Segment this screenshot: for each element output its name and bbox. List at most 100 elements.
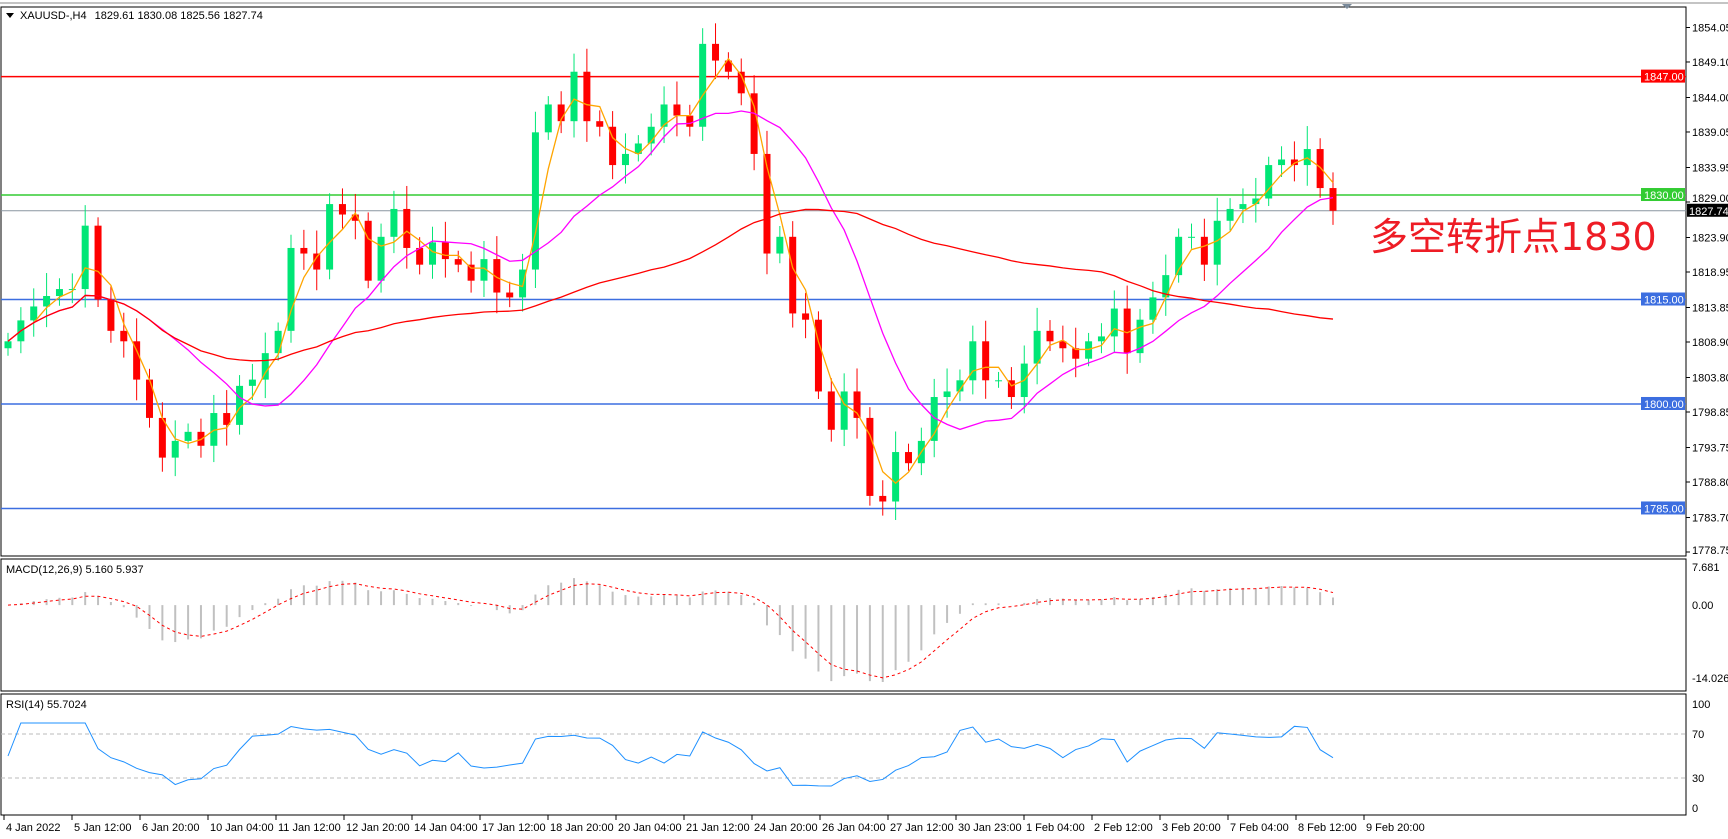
bull-candle[interactable] bbox=[943, 391, 951, 398]
bear-candle[interactable] bbox=[441, 242, 449, 260]
bull-candle[interactable] bbox=[1303, 149, 1311, 166]
bear-candle[interactable] bbox=[313, 253, 321, 270]
bull-candle[interactable] bbox=[1162, 275, 1170, 298]
bear-candle[interactable] bbox=[982, 341, 990, 381]
bear-candle[interactable] bbox=[1046, 330, 1054, 342]
bear-candle[interactable] bbox=[879, 495, 887, 502]
bear-candle[interactable] bbox=[351, 214, 359, 221]
bear-candle[interactable] bbox=[827, 391, 835, 430]
bear-candle[interactable] bbox=[158, 417, 166, 458]
bear-candle[interactable] bbox=[686, 115, 694, 127]
bull-candle[interactable] bbox=[1239, 204, 1247, 209]
bull-candle[interactable] bbox=[1226, 208, 1234, 221]
bull-candle[interactable] bbox=[1265, 165, 1273, 199]
bear-candle[interactable] bbox=[403, 208, 411, 248]
bull-candle[interactable] bbox=[480, 259, 488, 281]
bull-candle[interactable] bbox=[171, 440, 179, 458]
bull-candle[interactable] bbox=[840, 391, 848, 430]
bull-candle[interactable] bbox=[248, 379, 256, 386]
bear-candle[interactable] bbox=[223, 413, 231, 425]
bull-candle[interactable] bbox=[274, 330, 282, 354]
bull-candle[interactable] bbox=[930, 397, 938, 441]
bear-candle[interactable] bbox=[1316, 149, 1324, 189]
bear-candle[interactable] bbox=[133, 341, 141, 380]
bear-candle[interactable] bbox=[1200, 236, 1208, 265]
bull-candle[interactable] bbox=[634, 143, 642, 154]
bear-candle[interactable] bbox=[416, 247, 424, 265]
bull-candle[interactable] bbox=[30, 306, 38, 321]
price-panel[interactable] bbox=[0, 6, 1687, 557]
bear-candle[interactable] bbox=[454, 259, 462, 265]
bear-candle[interactable] bbox=[789, 236, 797, 314]
bear-candle[interactable] bbox=[724, 60, 732, 72]
bear-candle[interactable] bbox=[673, 104, 681, 116]
bull-candle[interactable] bbox=[1097, 336, 1105, 342]
bull-candle[interactable] bbox=[1187, 236, 1195, 238]
bear-candle[interactable] bbox=[853, 391, 861, 418]
bull-candle[interactable] bbox=[776, 236, 784, 254]
chart-shift-marker-icon[interactable] bbox=[1342, 4, 1352, 9]
bear-candle[interactable] bbox=[814, 319, 822, 392]
bull-candle[interactable] bbox=[969, 341, 977, 381]
bull-candle[interactable] bbox=[1110, 308, 1118, 337]
bull-candle[interactable] bbox=[261, 353, 269, 380]
bear-candle[interactable] bbox=[364, 220, 372, 281]
bull-candle[interactable] bbox=[326, 204, 334, 270]
bear-candle[interactable] bbox=[802, 313, 810, 320]
bear-candle[interactable] bbox=[107, 299, 115, 331]
bear-candle[interactable] bbox=[609, 126, 617, 166]
bear-candle[interactable] bbox=[1123, 308, 1131, 354]
bull-candle[interactable] bbox=[647, 126, 655, 144]
bear-candle[interactable] bbox=[120, 330, 128, 342]
annotation-text[interactable]: 多空转折点1830 bbox=[1370, 215, 1657, 259]
bear-candle[interactable] bbox=[1072, 348, 1080, 359]
bull-candle[interactable] bbox=[531, 132, 539, 270]
bull-candle[interactable] bbox=[1149, 297, 1157, 320]
bear-candle[interactable] bbox=[712, 43, 720, 61]
bull-candle[interactable] bbox=[81, 225, 89, 290]
bull-candle[interactable] bbox=[1136, 319, 1144, 354]
bull-candle[interactable] bbox=[377, 236, 385, 281]
bull-candle[interactable] bbox=[236, 385, 244, 425]
bull-candle[interactable] bbox=[1175, 236, 1183, 276]
bull-candle[interactable] bbox=[210, 413, 218, 446]
bull-candle[interactable] bbox=[621, 153, 629, 166]
bear-candle[interactable] bbox=[506, 292, 514, 298]
bull-candle[interactable] bbox=[1213, 220, 1221, 265]
bull-candle[interactable] bbox=[1252, 198, 1260, 205]
bull-candle[interactable] bbox=[660, 104, 668, 127]
bear-candle[interactable] bbox=[467, 264, 475, 281]
bear-candle[interactable] bbox=[596, 121, 604, 127]
bull-candle[interactable] bbox=[995, 380, 1003, 382]
bull-candle[interactable] bbox=[1278, 159, 1286, 166]
bear-candle[interactable] bbox=[866, 417, 874, 496]
bear-candle[interactable] bbox=[557, 104, 565, 122]
bull-candle[interactable] bbox=[570, 71, 578, 122]
bull-candle[interactable] bbox=[287, 247, 295, 331]
bull-candle[interactable] bbox=[519, 269, 527, 298]
bear-candle[interactable] bbox=[1329, 188, 1337, 211]
bull-candle[interactable] bbox=[43, 296, 51, 307]
bear-candle[interactable] bbox=[94, 225, 102, 300]
bear-candle[interactable] bbox=[1290, 159, 1298, 166]
bull-candle[interactable] bbox=[892, 452, 900, 502]
bull-candle[interactable] bbox=[68, 289, 76, 291]
bull-candle[interactable] bbox=[55, 289, 63, 297]
bull-candle[interactable] bbox=[184, 431, 192, 441]
macd-panel[interactable] bbox=[0, 558, 1687, 692]
bear-candle[interactable] bbox=[1007, 380, 1015, 398]
bear-candle[interactable] bbox=[583, 71, 591, 122]
bull-candle[interactable] bbox=[4, 341, 12, 349]
bull-candle[interactable] bbox=[429, 242, 437, 265]
dropdown-triangle-icon[interactable] bbox=[6, 13, 14, 18]
bear-candle[interactable] bbox=[904, 452, 912, 464]
bull-candle[interactable] bbox=[544, 104, 552, 133]
bear-candle[interactable] bbox=[338, 204, 346, 215]
bear-candle[interactable] bbox=[1059, 341, 1067, 349]
bull-candle[interactable] bbox=[390, 208, 398, 237]
bear-candle[interactable] bbox=[300, 247, 308, 254]
bear-candle[interactable] bbox=[737, 71, 745, 94]
bear-candle[interactable] bbox=[493, 259, 501, 293]
bull-candle[interactable] bbox=[956, 380, 964, 392]
